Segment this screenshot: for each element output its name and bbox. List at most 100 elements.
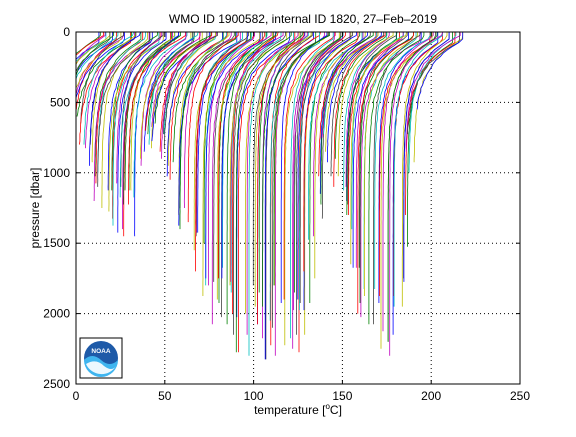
profile-line xyxy=(320,32,374,205)
profile-line xyxy=(273,32,331,286)
profile-line xyxy=(117,32,167,233)
profile-line xyxy=(357,32,414,314)
profile-line xyxy=(403,32,450,282)
profile-line xyxy=(76,32,104,56)
profile-line xyxy=(76,32,125,100)
profile-line xyxy=(148,32,199,145)
profile-line xyxy=(76,32,106,65)
x-tick-label: 100 xyxy=(244,389,264,403)
profile-line xyxy=(405,32,461,152)
profile-line xyxy=(76,32,114,77)
profile-line xyxy=(363,32,418,296)
profile-line xyxy=(230,32,284,282)
profile-line xyxy=(350,32,407,265)
profile-line xyxy=(178,32,238,226)
profile-line xyxy=(293,32,351,311)
profile-line xyxy=(303,32,359,272)
y-axis-label: pressure [dbar] xyxy=(28,168,42,249)
profile-line xyxy=(326,32,382,163)
profile-line xyxy=(321,32,379,138)
profile-line xyxy=(294,32,344,293)
profile-line xyxy=(76,32,113,75)
profile-line xyxy=(309,32,361,303)
profile-line xyxy=(221,32,276,279)
profile-line xyxy=(373,32,422,325)
noaa-logo: NOAA xyxy=(79,337,123,379)
profile-line xyxy=(380,32,433,349)
profile-line xyxy=(333,32,386,187)
profile-line xyxy=(330,32,385,177)
profile-line xyxy=(202,32,261,296)
profile-line xyxy=(151,32,203,149)
profile-line xyxy=(179,32,237,230)
profile-line xyxy=(290,32,334,339)
profile-line xyxy=(111,32,159,191)
y-tick-label: 1500 xyxy=(43,236,70,250)
profile-line xyxy=(337,32,394,177)
profile-line xyxy=(292,32,335,349)
profile-line xyxy=(248,32,294,356)
profile-line xyxy=(76,32,111,66)
profile-line xyxy=(314,32,366,279)
profile-line xyxy=(207,32,255,286)
profile-line xyxy=(76,32,117,110)
profile-line xyxy=(151,32,201,128)
profile-line xyxy=(387,32,438,342)
profile-line xyxy=(254,32,312,307)
profile-line xyxy=(144,32,201,131)
profile-line xyxy=(379,32,431,296)
profile-line xyxy=(143,32,195,152)
profile-line xyxy=(307,32,363,240)
profile-line xyxy=(252,32,302,286)
profile-line xyxy=(232,32,279,314)
profile-line xyxy=(325,32,379,152)
profile-line xyxy=(163,32,218,149)
profile-line xyxy=(154,32,212,124)
profile-line xyxy=(205,32,261,279)
profile-line xyxy=(116,32,163,184)
profile-line xyxy=(284,32,340,346)
profile-line xyxy=(280,32,328,303)
profile-line xyxy=(130,32,175,191)
profile-line xyxy=(76,32,122,89)
profile-line xyxy=(226,32,277,325)
profile-line xyxy=(76,32,111,72)
x-tick-label: 250 xyxy=(510,389,530,403)
profile-line xyxy=(343,32,387,191)
profile-line xyxy=(378,32,422,303)
profile-line xyxy=(235,32,292,353)
profile-line xyxy=(393,32,443,307)
profile-line xyxy=(169,32,228,180)
profile-line xyxy=(312,32,364,237)
profile-line xyxy=(319,32,368,194)
profile-line xyxy=(193,32,248,251)
x-axis-label: temperature [oC] xyxy=(254,402,342,417)
profile-line xyxy=(76,32,119,81)
profile-line xyxy=(359,32,414,303)
x-tick-label: 0 xyxy=(73,389,80,403)
profile-line xyxy=(76,32,101,55)
profile-line xyxy=(211,32,272,325)
profile-line xyxy=(283,32,336,300)
profile-line xyxy=(161,32,218,159)
profile-line xyxy=(244,32,300,314)
profile-line xyxy=(345,32,390,187)
profile-line xyxy=(401,32,448,307)
profile-line xyxy=(264,32,314,360)
x-tick-label: 200 xyxy=(421,389,441,403)
profile-line xyxy=(89,32,141,166)
profile-line xyxy=(407,32,461,135)
profile-line xyxy=(216,32,273,300)
y-tick-label: 500 xyxy=(50,95,70,109)
y-tick-label: 0 xyxy=(63,25,70,39)
profile-line xyxy=(91,32,136,163)
profile-line xyxy=(97,32,151,187)
profile-line xyxy=(392,32,439,335)
profile-line xyxy=(108,32,164,212)
profile-line xyxy=(246,32,299,335)
profile-line xyxy=(355,32,404,268)
noaa-logo-text: NOAA xyxy=(91,348,110,355)
